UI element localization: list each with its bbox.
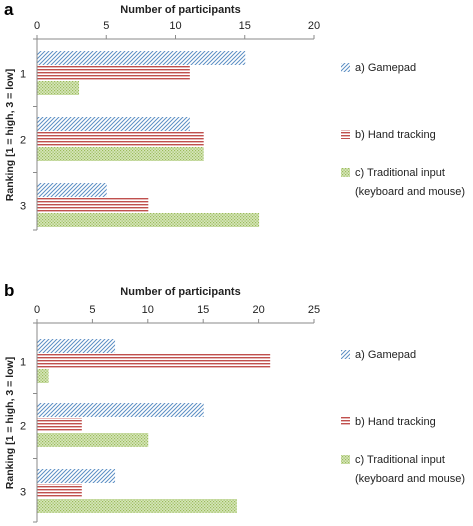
panel-b-bar-gamepad-rank-3 — [37, 469, 116, 483]
panel-b-bar-traditional-input-rank-3 — [37, 499, 237, 513]
panel-a-bar-traditional-input-rank-1 — [37, 81, 80, 95]
panel-b-x-tick-label-1: 5 — [89, 304, 95, 316]
panel-b-category-label-1: 1 — [20, 357, 26, 369]
panel-a-legend-label-hand-tracking: b) Hand tracking — [355, 129, 436, 141]
panel-a-legend-label-traditional-input: c) Traditional input — [355, 167, 445, 179]
panel-a-category-label-3: 3 — [20, 201, 26, 213]
chart-panel-a: a Number of participants 0 5 10 15 20 Ranking [… — [4, 0, 465, 231]
panel-a-bar-gamepad-rank-2 — [37, 117, 190, 131]
panel-b-bar-gamepad-rank-2 — [37, 403, 204, 417]
panel-a-x-axis-title: Number of participants — [120, 4, 240, 16]
panel-b-y-axis-title: Ranking [1 = high, 3 = low] — [4, 357, 16, 489]
panel-a-bar-gamepad-rank-3 — [37, 183, 107, 197]
panel-b-bar-hand-tracking-rank-3 — [37, 484, 82, 498]
panel-b-x-tick-label-2: 10 — [142, 304, 154, 316]
panel-b-x-tick-label-0: 0 — [34, 304, 40, 316]
panel-a-letter: a — [4, 0, 14, 19]
panel-b-legend-swatch-traditional-input — [341, 455, 350, 464]
panel-b-legend-label-traditional-input: c) Traditional input — [355, 454, 445, 466]
panel-a-legend-label-gamepad: a) Gamepad — [355, 62, 416, 74]
panel-b-category-label-2: 2 — [20, 421, 26, 433]
panel-b-x-tick-label-4: 20 — [252, 304, 264, 316]
panel-a-x-tick-label-1: 5 — [103, 20, 109, 32]
panel-a-x-tick-label-0: 0 — [34, 20, 40, 32]
panel-b-x-tick-label-5: 25 — [308, 304, 320, 316]
panel-a-bar-hand-tracking-rank-1 — [37, 66, 190, 80]
panel-a-y-axis-title: Ranking [1 = high, 3 = low] — [4, 69, 16, 201]
panel-a-legend-label-traditional-input-line-1: (keyboard and mouse) — [355, 186, 465, 198]
panel-b-letter: b — [4, 281, 14, 300]
panel-b-bar-traditional-input-rank-1 — [37, 369, 49, 383]
panel-a-legend-swatch-hand-tracking — [341, 130, 350, 139]
panel-a-legend-swatch-gamepad — [341, 63, 350, 72]
panel-a-bar-gamepad-rank-1 — [37, 51, 246, 65]
panel-b-legend-label-traditional-input-line-1: (keyboard and mouse) — [355, 473, 465, 485]
panel-a-bar-hand-tracking-rank-2 — [37, 132, 204, 146]
panel-b-legend-label-hand-tracking: b) Hand tracking — [355, 416, 436, 428]
panel-a-x-tick-label-4: 20 — [308, 20, 320, 32]
panel-a-x-tick-label-2: 10 — [169, 20, 181, 32]
panel-b-legend-label-gamepad: a) Gamepad — [355, 349, 416, 361]
panel-a-bar-hand-tracking-rank-3 — [37, 198, 149, 212]
chart-panel-b: b Number of participants 0 5 10 15 20 25 Ranking… — [4, 281, 465, 523]
panel-a-bar-traditional-input-rank-3 — [37, 213, 260, 227]
panel-b-bar-gamepad-rank-1 — [37, 339, 116, 353]
panel-b-bar-hand-tracking-rank-1 — [37, 354, 271, 368]
panel-b-legend-swatch-gamepad — [341, 350, 350, 359]
panel-a-category-label-2: 2 — [20, 135, 26, 147]
panel-a-x-tick-label-3: 15 — [239, 20, 251, 32]
panel-b-bar-traditional-input-rank-2 — [37, 433, 149, 447]
panel-b-x-tick-label-3: 15 — [197, 304, 209, 316]
panel-b-legend-swatch-hand-tracking — [341, 417, 350, 426]
panel-b-x-axis-title: Number of participants — [120, 286, 240, 298]
panel-a-category-label-1: 1 — [20, 69, 26, 81]
panel-a-bar-traditional-input-rank-2 — [37, 147, 204, 161]
panel-b-bar-hand-tracking-rank-2 — [37, 418, 82, 432]
panel-b-category-label-3: 3 — [20, 487, 26, 499]
panel-a-legend-swatch-traditional-input — [341, 168, 350, 177]
